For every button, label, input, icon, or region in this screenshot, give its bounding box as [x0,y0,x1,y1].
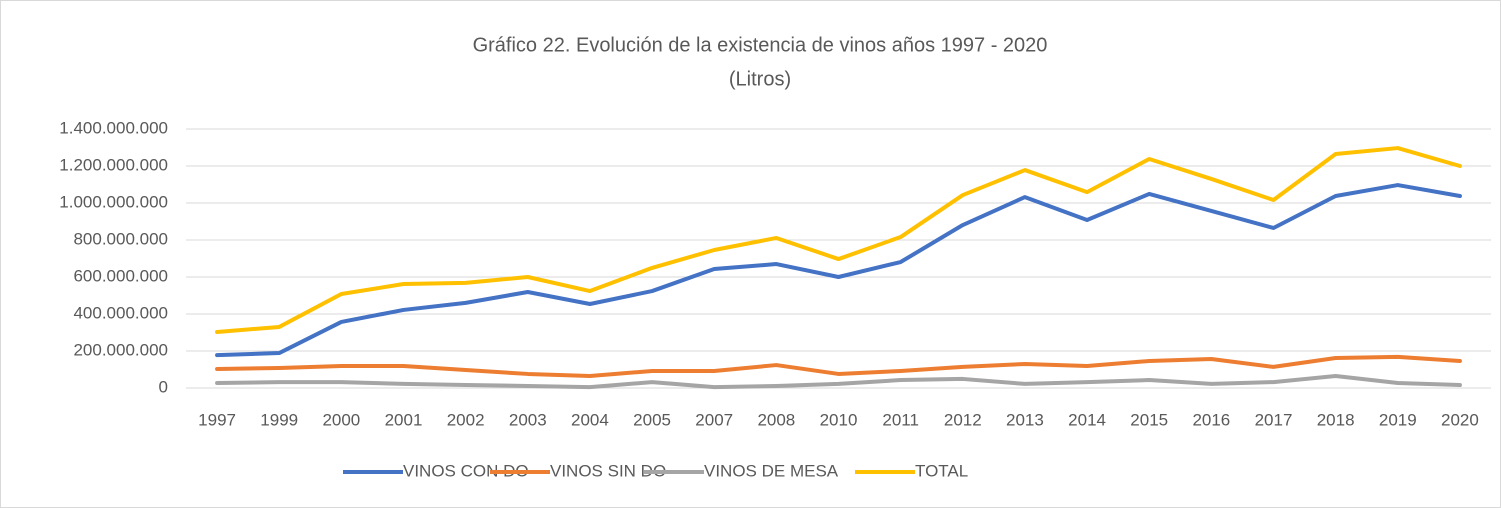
series-line [215,354,1462,378]
x-tick-label: 2004 [571,410,609,429]
x-tick-label: 2016 [1192,410,1230,429]
x-tick-label: 2001 [385,410,423,429]
x-tick-label: 2013 [1006,410,1044,429]
x-tick-label: 2005 [633,410,671,429]
x-tick-label: 2019 [1379,410,1417,429]
x-tick-label: 2003 [509,410,547,429]
legend-label: VINOS SIN DO [550,461,666,480]
y-tick-label: 800.000.000 [73,229,168,248]
x-tick-label: 2014 [1068,410,1106,429]
legend-label: VINOS CON DO [403,461,529,480]
x-tick-label: 2011 [882,410,919,429]
y-tick-label: 1.000.000.000 [59,192,168,211]
y-tick-label: 600.000.000 [73,266,168,285]
x-tick-label: 2020 [1441,410,1479,429]
legend-label: TOTAL [915,461,968,480]
x-tick-label: 1997 [198,410,236,429]
y-tick-label: 400.000.000 [73,303,168,322]
y-tick-label: 1.400.000.000 [59,118,168,137]
x-tick-label: 2018 [1317,410,1355,429]
series-line [215,183,1462,358]
x-tick-label: 2007 [695,410,733,429]
x-tick-label: 2002 [447,410,485,429]
x-tick-label: 2012 [944,410,982,429]
y-tick-label: 1.200.000.000 [59,155,168,174]
x-tick-label: 2000 [322,410,360,429]
x-tick-label: 2017 [1255,410,1293,429]
chart-title: Gráfico 22. Evolución de la existencia d… [473,34,1048,56]
y-tick-label: 200.000.000 [73,340,168,359]
x-tick-label: 2010 [820,410,858,429]
y-tick-label: 0 [159,377,168,396]
chart-subtitle: (Litros) [729,68,791,90]
x-tick-label: 1999 [260,410,298,429]
series-line [215,146,1462,334]
legend-label: VINOS DE MESA [704,461,839,480]
x-tick-label: 2008 [757,410,795,429]
x-tick-label: 2015 [1130,410,1168,429]
series-line [215,373,1462,390]
